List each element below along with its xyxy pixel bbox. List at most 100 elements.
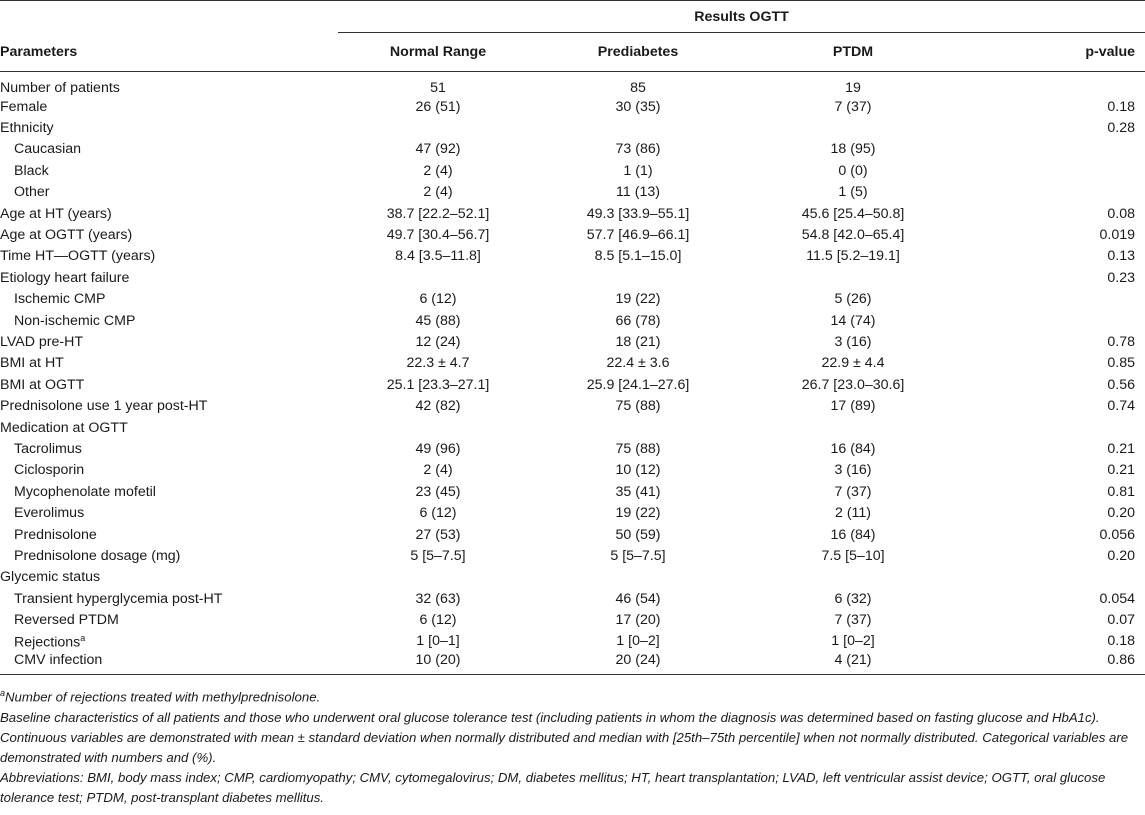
cell-ptdm: 16 (84) xyxy=(830,440,876,457)
cell-prediabetes: 1 [0–2] xyxy=(616,633,660,650)
row-label-cell: Number of patients xyxy=(0,72,338,96)
table-row: Medication at OGTT xyxy=(0,417,1145,438)
cell-p-value: 0.18 xyxy=(1107,98,1136,115)
row-label: Rejections xyxy=(14,634,81,651)
row-label: Ciclosporin xyxy=(14,462,85,479)
row-label-cell: CMV infection xyxy=(0,652,338,676)
table-row: Ischemic CMP 6 (12) 19 (22) 5 (26) xyxy=(0,289,1145,310)
table-row: Glycemic status xyxy=(0,567,1145,588)
row-label-cell: Transient hyperglycemia post-HT xyxy=(0,588,338,609)
table-row: Etiology heart failure 0.23 xyxy=(0,267,1145,288)
cell-ptdm: 7.5 [5–10] xyxy=(821,547,885,564)
row-label-cell: Mycophenolate mofetil xyxy=(0,481,338,502)
row-label-cell: LVAD pre-HT xyxy=(0,331,338,352)
cell-prediabetes: 22.4 ± 3.6 xyxy=(606,355,670,372)
table-row: Caucasian 47 (92) 73 (86) 18 (95) xyxy=(0,139,1145,160)
table-row: Reversed PTDM 6 (12) 17 (20) 7 (37) 0.07 xyxy=(0,609,1145,630)
row-label-cell: Age at OGTT (years) xyxy=(0,224,338,245)
table-row: Mycophenolate mofetil 23 (45) 35 (41) 7 (37… xyxy=(0,481,1145,502)
cell-normal-range: 6 (12) xyxy=(419,612,457,629)
cell-prediabetes: 75 (88) xyxy=(615,398,661,415)
row-label: LVAD pre-HT xyxy=(0,333,84,350)
row-label-cell: Everolimus xyxy=(0,502,338,523)
table-row: Everolimus 6 (12) 19 (22) 2 (11) 0.20 xyxy=(0,502,1145,523)
cell-ptdm: 1 (5) xyxy=(838,184,868,201)
cell-ptdm: 16 (84) xyxy=(830,526,876,543)
cell-normal-range xyxy=(338,567,538,588)
row-label-cell: Medication at OGTT xyxy=(0,417,338,438)
table-row: Tacrolimus 49 (96) 75 (88) 16 (84) 0.21 xyxy=(0,438,1145,459)
row-label: Non-ischemic CMP xyxy=(14,312,136,329)
cell-p-value xyxy=(968,72,1145,97)
row-label-cell: Non-ischemic CMP xyxy=(0,310,338,331)
row-label: Tacrolimus xyxy=(14,440,82,457)
cell-ptdm: 0 (0) xyxy=(838,162,868,179)
cell-prediabetes: 66 (78) xyxy=(615,312,661,329)
row-label: Caucasian xyxy=(14,141,82,158)
row-label: Etiology heart failure xyxy=(0,269,130,286)
row-label: Age at HT (years) xyxy=(0,205,112,222)
cell-normal-range: 10 (20) xyxy=(338,652,538,676)
cell-p-value: 0.74 xyxy=(1107,398,1136,415)
cell-prediabetes: 19 (22) xyxy=(615,505,661,522)
cell-p-value: 0.21 xyxy=(1107,440,1136,457)
row-label-footnote-mark: a xyxy=(80,632,86,643)
cell-ptdm: 18 (95) xyxy=(830,141,876,158)
cell-normal-range: 45 (88) xyxy=(415,312,461,329)
row-label-cell: Ischemic CMP xyxy=(0,289,338,310)
cell-normal-range: 49.7 [30.4–56.7] xyxy=(386,227,490,244)
table-body: Number of patients 51 85 19 Female 26 (51) 30 … xyxy=(0,72,1145,676)
row-label: Prednisolone dosage (mg) xyxy=(14,547,181,564)
cell-ptdm: 6 (32) xyxy=(834,590,872,607)
row-label-cell: Ciclosporin xyxy=(0,460,338,481)
cell-normal-range: 27 (53) xyxy=(415,526,461,543)
cell-ptdm: 7 (37) xyxy=(834,483,872,500)
cell-normal-range xyxy=(338,417,538,438)
group-header-results-ogtt: Results OGTT xyxy=(338,0,1145,33)
row-label: Medication at OGTT xyxy=(0,419,128,436)
footnote-a-mark: a xyxy=(0,688,6,698)
column-header-p-value: p-value xyxy=(968,32,1145,72)
cell-normal-range: 38.7 [22.2–52.1] xyxy=(386,205,490,222)
cell-ptdm: 3 (16) xyxy=(834,462,872,479)
cell-p-value: 0.78 xyxy=(1107,333,1136,350)
baseline-characteristics-table: Results OGTT Parameters Normal Range Pre… xyxy=(0,0,1145,676)
cell-normal-range: 42 (82) xyxy=(415,398,461,415)
column-header-normal-range: Normal Range xyxy=(338,32,538,72)
cell-ptdm: 7 (37) xyxy=(834,612,872,629)
row-label: Transient hyperglycemia post-HT xyxy=(14,590,223,607)
cell-p-value xyxy=(968,160,1145,181)
table-row: Prednisolone dosage (mg) 5 [5–7.5] 5 [5–7.… xyxy=(0,545,1145,566)
row-label: BMI at HT xyxy=(0,355,64,372)
cell-ptdm: 2 (11) xyxy=(834,505,871,522)
table-row: Ethnicity 0.28 xyxy=(0,117,1145,138)
cell-p-value: 0.85 xyxy=(1107,355,1136,372)
table-row: Age at OGTT (years) 49.7 [30.4–56.7] 57.7 … xyxy=(0,224,1145,245)
cell-prediabetes: 25.9 [24.1–27.6] xyxy=(586,376,690,393)
cell-ptdm: 11.5 [5.2–19.1] xyxy=(806,248,900,265)
row-label-cell: Female xyxy=(0,96,338,117)
cell-normal-range: 23 (45) xyxy=(415,483,461,500)
cell-prediabetes: 49.3 [33.9–55.1] xyxy=(586,205,690,222)
cell-prediabetes xyxy=(538,267,738,288)
table-row: Black 2 (4) 1 (1) 0 (0) xyxy=(0,160,1145,181)
row-label-cell: Black xyxy=(0,160,338,181)
cell-prediabetes: 35 (41) xyxy=(615,483,661,500)
cell-p-value: 0.56 xyxy=(1107,376,1136,393)
cell-prediabetes: 30 (35) xyxy=(615,98,661,115)
row-label-cell: Ethnicity xyxy=(0,117,338,138)
cell-normal-range xyxy=(338,267,538,288)
cell-p-value: 0.18 xyxy=(1107,633,1136,650)
cell-p-value: 0.28 xyxy=(1107,120,1136,137)
cell-prediabetes: 57.7 [46.9–66.1] xyxy=(586,227,690,244)
row-label: Reversed PTDM xyxy=(14,612,119,629)
cell-ptdm xyxy=(738,267,968,288)
cell-p-value xyxy=(968,310,1145,331)
row-label-cell: Other xyxy=(0,182,338,203)
cell-prediabetes xyxy=(538,567,738,588)
cell-ptdm: 22.9 ± 4.4 xyxy=(821,355,885,372)
table-row: Prednisolone use 1 year post-HT 42 (82) 75… xyxy=(0,395,1145,416)
cell-normal-range: 1 [0–1] xyxy=(416,633,460,650)
cell-prediabetes: 17 (20) xyxy=(615,612,661,629)
row-label-cell: Time HT—OGTT (years) xyxy=(0,246,338,267)
